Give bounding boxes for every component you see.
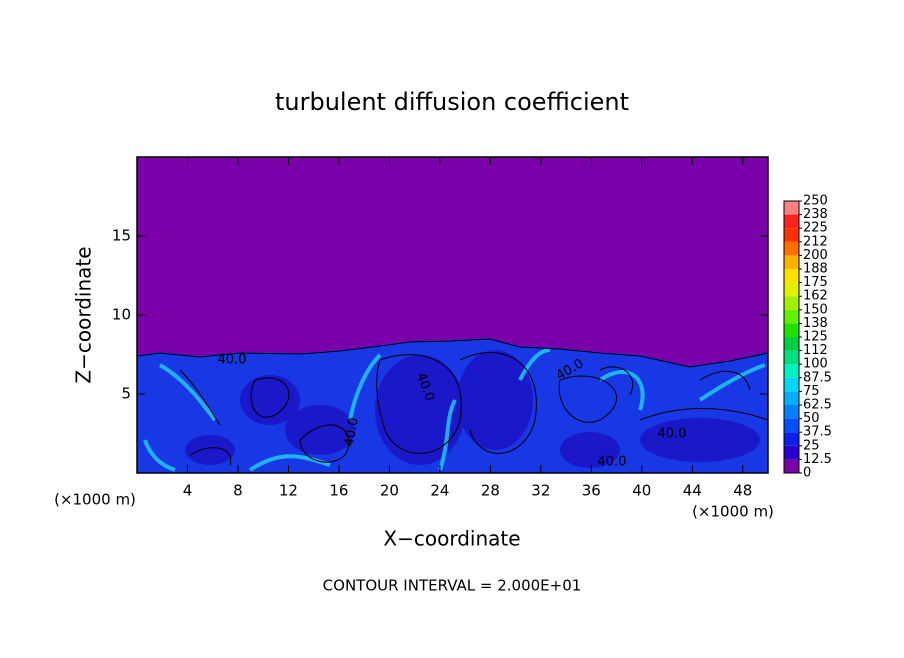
- x-tick-label: 44: [683, 482, 702, 500]
- cyan-streaks: [143, 348, 766, 472]
- colorbar-bin: [784, 350, 799, 365]
- contour-lines: [136, 338, 769, 466]
- x-tick-label: 24: [430, 482, 449, 500]
- colorbar-bin: [784, 255, 799, 269]
- colorbar-label: 75: [803, 384, 820, 399]
- colorbar-bin: [784, 405, 799, 419]
- colorbar-bin: [784, 228, 799, 242]
- x-tick-label: 36: [582, 482, 601, 500]
- colorbar-bin: [784, 282, 799, 297]
- y-tick-label: 10: [112, 306, 131, 324]
- colorbar-label: 150: [803, 302, 828, 317]
- colorbar-label: 0: [803, 466, 811, 481]
- colorbar-label: 212: [803, 234, 828, 249]
- colorbar-label: 62.5: [803, 398, 832, 413]
- colorbar-bin: [784, 418, 799, 433]
- colorbar-label: 112: [803, 343, 828, 358]
- colorbar-label: 188: [803, 262, 828, 277]
- y-tick-label: 15: [112, 227, 131, 245]
- x-tick-label: 20: [380, 482, 399, 500]
- field: [136, 157, 769, 473]
- colorbar-bin: [784, 296, 799, 310]
- colorbar-label: 12.5: [803, 452, 832, 467]
- x-tick-label: 48: [733, 482, 752, 500]
- colorbar-bin: [784, 309, 799, 324]
- colorbar-bin: [784, 391, 799, 405]
- colorbar-label: 138: [803, 316, 828, 331]
- colorbar-label: 125: [803, 330, 828, 345]
- x-unit-label: (×1000 m): [54, 491, 136, 509]
- colorbar-label: 50: [803, 411, 820, 426]
- colorbar-label: 25: [803, 438, 820, 453]
- colorbar-bin: [784, 459, 799, 473]
- x-tick-label: 12: [279, 482, 298, 500]
- colorbar-bin: [784, 201, 799, 215]
- chart-title: turbulent diffusion coefficient: [275, 88, 629, 116]
- colorbar-bin: [784, 432, 799, 446]
- contour-label: 40.0: [598, 455, 627, 470]
- x-tick-label: 8: [233, 482, 243, 500]
- colorbar-label: 162: [803, 289, 828, 304]
- x-tick-label: 32: [531, 482, 550, 500]
- x-tick-label: 4: [183, 482, 193, 500]
- colorbar-bin: [784, 214, 799, 229]
- colorbar-bin: [784, 364, 799, 378]
- colorbar-label: 175: [803, 275, 828, 290]
- dark-eddies: [185, 350, 760, 468]
- colorbar-label: 238: [803, 207, 828, 222]
- y-tick-label: 5: [121, 385, 131, 403]
- x-tick-label: 40: [632, 482, 651, 500]
- colorbar-bin: [784, 445, 799, 460]
- x-unit-label: (×1000 m): [692, 503, 774, 521]
- colorbar-label: 87.5: [803, 370, 832, 385]
- x-tick-label: 28: [481, 482, 500, 500]
- colorbar-bin: [784, 337, 799, 351]
- contour-label: 40.0: [658, 427, 687, 442]
- y-axis-label: Z−coordinate: [72, 246, 96, 383]
- colorbar-bin: [784, 323, 799, 337]
- contour-label: 40.0: [342, 416, 362, 447]
- colorbar-label: 100: [803, 357, 828, 372]
- contour-label: 40.0: [218, 353, 247, 368]
- colorbar-bin: [784, 377, 799, 392]
- colorbar-label: 250: [803, 194, 828, 209]
- colorbar-label: 37.5: [803, 425, 832, 440]
- colorbar-label: 225: [803, 221, 828, 236]
- footer-note: CONTOUR INTERVAL = 2.000E+01: [323, 577, 582, 595]
- colorbar-bin: [784, 241, 799, 256]
- colorbar-bin: [784, 269, 799, 283]
- x-tick-label: 16: [329, 482, 348, 500]
- colorbar-label: 200: [803, 248, 828, 263]
- x-axis-label: X−coordinate: [383, 527, 520, 551]
